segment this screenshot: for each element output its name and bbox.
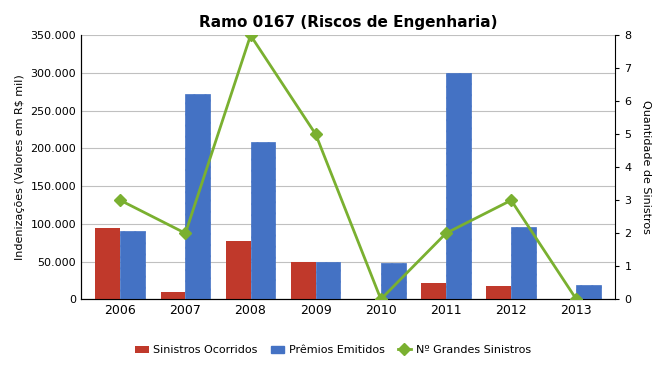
Nº Grandes Sinistros (117, 198, 125, 203)
Bar (161, 292, 185, 299)
Nº Grandes Sinistros (442, 231, 450, 235)
Bar (316, 262, 340, 299)
Nº Grandes Sinistros (246, 33, 254, 38)
Y-axis label: Indenizações (Valores em R$ mil): Indenizações (Valores em R$ mil) (15, 75, 25, 260)
Bar (381, 263, 406, 299)
Bar (511, 227, 536, 299)
Bar (446, 73, 471, 299)
Nº Grandes Sinistros (507, 198, 515, 203)
Nº Grandes Sinistros (312, 132, 320, 137)
Bar (185, 94, 210, 299)
Nº Grandes Sinistros (181, 231, 189, 235)
Bar (226, 241, 250, 299)
Nº Grandes Sinistros (377, 297, 385, 301)
Line: Nº Grandes Sinistros: Nº Grandes Sinistros (116, 31, 581, 303)
Bar (486, 286, 511, 299)
Nº Grandes Sinistros (572, 297, 580, 301)
Y-axis label: Quantidade de Sinistros: Quantidade de Sinistros (641, 100, 651, 234)
Bar (250, 142, 275, 299)
Legend: Sinistros Ocorridos, Prêmios Emitidos, Nº Grandes Sinistros: Sinistros Ocorridos, Prêmios Emitidos, N… (131, 341, 535, 360)
Bar (422, 283, 446, 299)
Bar (121, 231, 145, 299)
Title: Ramo 0167 (Riscos de Engenharia): Ramo 0167 (Riscos de Engenharia) (199, 15, 498, 30)
Bar (95, 228, 121, 299)
Bar (576, 285, 601, 299)
Bar (291, 262, 316, 299)
